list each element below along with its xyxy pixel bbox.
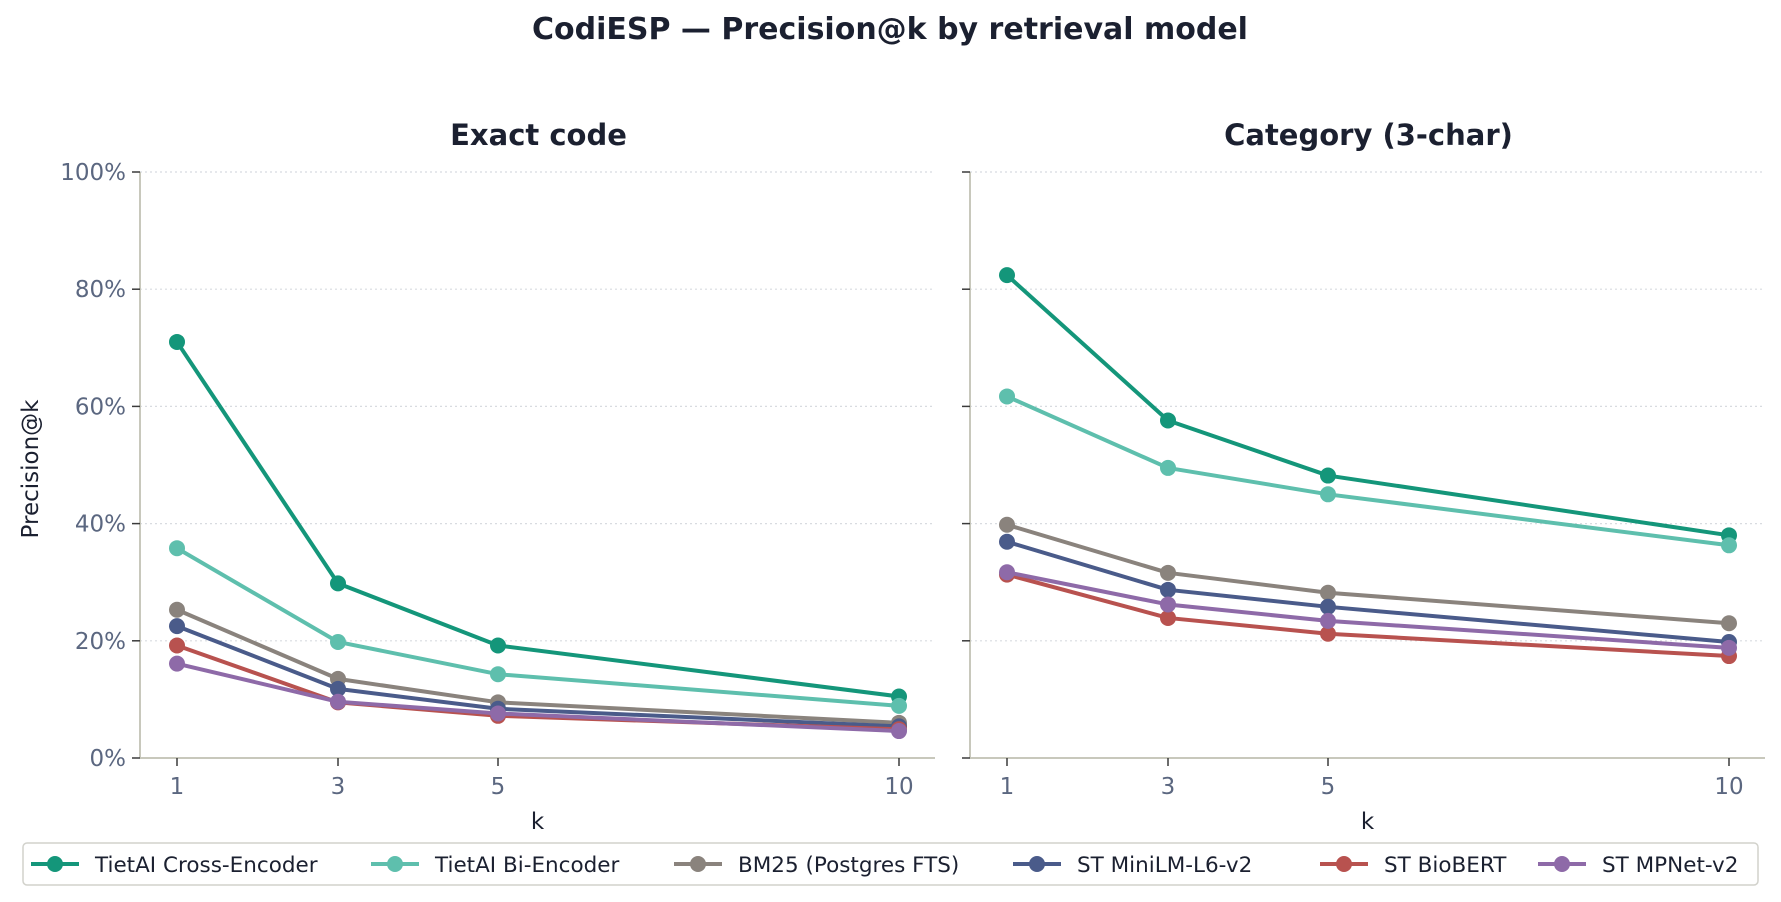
legend-entry: TietAI Bi-Encoder — [371, 853, 620, 878]
legend-swatch-marker — [1336, 856, 1352, 872]
series-line — [175, 546, 900, 708]
data-point — [169, 637, 185, 654]
data-point — [169, 601, 185, 618]
x-tick-label: 3 — [331, 774, 346, 800]
data-point — [1721, 639, 1737, 656]
legend-swatch-marker — [47, 856, 63, 872]
legend-entry: BM25 (Postgres FTS) — [674, 853, 959, 878]
x-tick-label: 5 — [491, 774, 506, 800]
data-point — [490, 705, 506, 722]
series-line — [1006, 394, 1730, 548]
data-point — [490, 637, 506, 654]
legend-label: ST MiniLM-L6-v2 — [1077, 853, 1252, 878]
data-point — [1721, 615, 1737, 632]
series-line — [175, 340, 900, 699]
data-point — [1160, 609, 1176, 626]
data-point — [330, 575, 346, 592]
data-point — [1320, 625, 1336, 642]
y-tick-label: 60% — [75, 394, 126, 420]
panel-title: Exact code — [450, 118, 627, 152]
series-line — [1006, 539, 1730, 644]
series-line — [176, 607, 900, 725]
legend-label: ST BioBERT — [1384, 853, 1507, 878]
data-point — [1320, 486, 1336, 503]
series-3 — [999, 533, 1737, 650]
data-point — [1320, 584, 1336, 601]
data-point — [490, 666, 506, 683]
data-point — [891, 697, 907, 714]
legend-label: ST MPNet-v2 — [1602, 853, 1738, 878]
data-point — [1160, 412, 1176, 429]
data-point — [999, 516, 1015, 533]
y-axis-label: Precision@k — [18, 399, 44, 539]
y-tick-label: 0% — [90, 746, 127, 772]
data-point — [330, 633, 346, 650]
legend-entry: ST MPNet-v2 — [1538, 853, 1738, 878]
legend-entry: ST MiniLM-L6-v2 — [1013, 853, 1252, 878]
x-tick-label: 10 — [884, 774, 913, 800]
y-tick-label: 100% — [60, 160, 126, 186]
data-point — [1320, 612, 1336, 629]
data-point — [169, 618, 185, 635]
x-tick-label: 5 — [1321, 774, 1336, 800]
legend-label: TietAI Cross-Encoder — [94, 853, 318, 878]
data-point — [1320, 598, 1336, 615]
x-axis-label: k — [1361, 809, 1375, 835]
data-point — [1160, 564, 1176, 581]
panel-title: Category (3-char) — [1224, 118, 1513, 152]
legend-entry: ST BioBERT — [1320, 853, 1507, 878]
legend-swatch-marker — [690, 856, 706, 872]
series-line — [176, 624, 900, 729]
series-line — [1005, 273, 1730, 538]
data-point — [169, 655, 185, 672]
x-tick-label: 10 — [1714, 774, 1743, 800]
data-point — [169, 540, 185, 557]
panels: 0% 20% 40% 60% 80% 100% 1 3 5 10 Exact code k 1 3 5 10 C… — [60, 118, 1765, 835]
y-tick-label: 40% — [75, 512, 126, 538]
series-1 — [999, 388, 1737, 554]
x-tick-label: 3 — [1161, 774, 1176, 800]
data-point — [1721, 537, 1737, 554]
data-point — [999, 267, 1015, 284]
data-point — [330, 693, 346, 710]
data-point — [999, 564, 1015, 581]
data-point — [1160, 596, 1176, 613]
series-line — [1006, 522, 1730, 626]
x-tick-label: 1 — [170, 774, 185, 800]
series-0 — [999, 267, 1737, 544]
legend-swatch-marker — [1029, 856, 1045, 872]
data-point — [330, 680, 346, 697]
legend: TietAI Cross-Encoder TietAI Bi-Encoder BM2… — [22, 842, 1759, 886]
data-point — [999, 533, 1015, 550]
series-1 — [169, 540, 907, 714]
legend-label: TietAI Bi-Encoder — [434, 853, 620, 878]
legend-swatch-marker — [1554, 856, 1570, 872]
data-point — [1320, 467, 1336, 484]
legend-swatch-marker — [387, 856, 403, 872]
y-tick-label: 80% — [75, 277, 126, 303]
data-point — [1160, 581, 1176, 598]
y-tick-label: 20% — [75, 629, 126, 655]
legend-entry: TietAI Cross-Encoder — [31, 853, 318, 878]
series-line — [1006, 570, 1730, 650]
series-2 — [999, 516, 1737, 632]
panel-category: 1 3 5 10 Category (3-char) k — [962, 118, 1765, 835]
series-0 — [169, 333, 907, 705]
series-line — [1006, 572, 1730, 659]
data-point — [891, 723, 907, 740]
data-point — [999, 388, 1015, 405]
figure-title: CodiESP — Precision@k by retrieval model — [532, 12, 1248, 47]
series-line — [176, 661, 900, 734]
x-axis-label: k — [531, 809, 545, 835]
data-point — [1160, 459, 1176, 476]
data-point — [169, 333, 185, 350]
x-tick-label: 1 — [1000, 774, 1015, 800]
legend-frame — [22, 842, 1759, 886]
panel-exact-code: 0% 20% 40% 60% 80% 100% 1 3 5 10 Exact code k — [60, 118, 935, 835]
legend-label: BM25 (Postgres FTS) — [738, 853, 959, 878]
series-5 — [999, 564, 1737, 656]
series-5 — [169, 655, 907, 740]
